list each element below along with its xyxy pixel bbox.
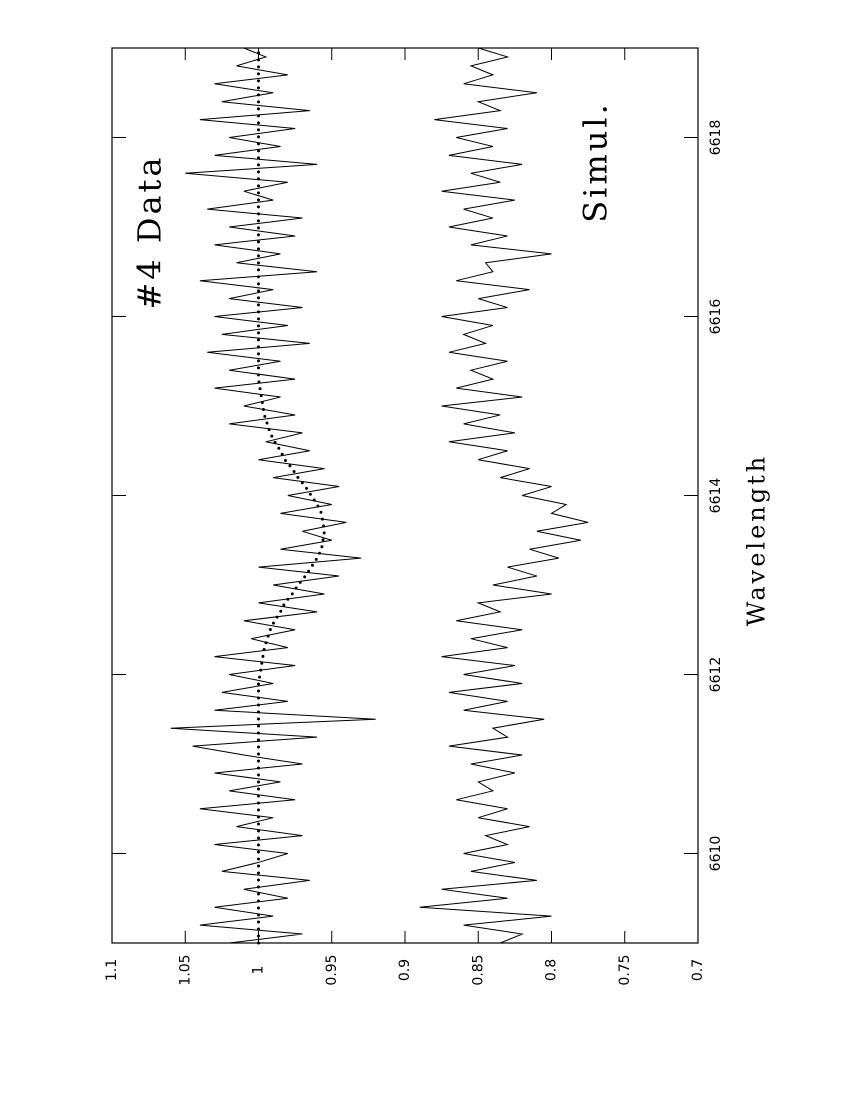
series-line: [170, 47, 376, 944]
y-tick-label: 1.05: [177, 954, 193, 985]
y-tick-label: 0.75: [617, 954, 633, 985]
series-line: [257, 46, 326, 945]
x-tick-label: 6610: [708, 836, 724, 872]
y-tick-label: 1: [251, 966, 267, 975]
y-tick-label: 0.95: [324, 954, 340, 985]
y-tick-label: 0.7: [690, 959, 706, 981]
y-tick-label: 1.1: [104, 959, 120, 981]
x-tick-label: 6618: [708, 120, 724, 156]
x-tick-label: 6612: [708, 657, 724, 693]
x-tick-label: 6614: [708, 478, 724, 514]
series-line: [419, 47, 589, 944]
series-label: Simul.: [577, 101, 615, 223]
x-tick-label: 6616: [708, 299, 724, 335]
y-tick-label: 0.85: [470, 954, 486, 985]
y-tick-label: 0.9: [397, 959, 413, 981]
series-label: #4 Data: [131, 154, 169, 309]
x-axis-title: Wavelength: [743, 454, 771, 626]
y-tick-label: 0.8: [544, 959, 560, 981]
